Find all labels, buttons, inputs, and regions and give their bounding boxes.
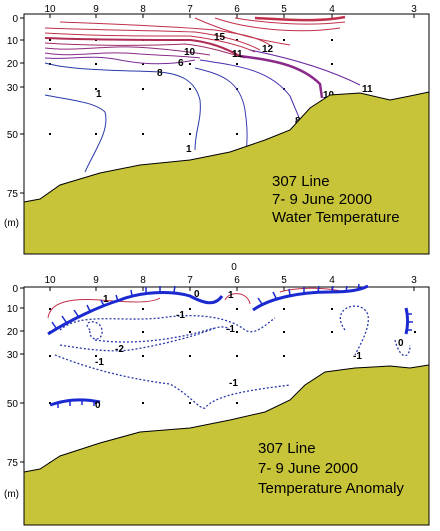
- contour-label: 6: [178, 58, 184, 69]
- depth-label: 50: [7, 399, 19, 410]
- station-label: 10: [44, 4, 56, 15]
- bottom-title-line2: 7- 9 June 2000: [258, 460, 358, 477]
- contour-label: -1: [95, 357, 104, 368]
- contour-label: 8: [157, 68, 163, 79]
- contour-label: 1: [96, 89, 102, 100]
- station-label: 5: [281, 275, 287, 286]
- depth-label: 0: [12, 14, 18, 25]
- depth-label: 30: [7, 83, 19, 94]
- station-label: 6: [234, 4, 240, 15]
- contour-label: 12: [262, 44, 274, 55]
- contour-label: 10: [184, 47, 196, 58]
- depth-label: 75: [7, 458, 19, 469]
- station-label: 3: [411, 4, 417, 15]
- depth-label: 10: [7, 304, 19, 315]
- station-label: 9: [93, 275, 99, 286]
- station-label: 8: [140, 4, 146, 15]
- station-label: 10: [44, 275, 56, 286]
- station-label: 7: [187, 275, 193, 286]
- contour-label: 15: [214, 32, 226, 43]
- contour-label: 1: [103, 294, 109, 305]
- contour-label: 0: [95, 400, 101, 411]
- bottom-zero-hatches: [51, 283, 413, 408]
- station-label: 4: [329, 275, 335, 286]
- top-title-line3: Water Temperature: [272, 209, 400, 226]
- top-seafloor: [23, 91, 430, 255]
- depth-unit: (m): [4, 218, 19, 229]
- top-ticks: [20, 14, 415, 194]
- bottom-cold-contours: [54, 305, 411, 409]
- contour-label: 1: [228, 290, 234, 301]
- contour-label: -1: [226, 324, 235, 335]
- contour-label: 0: [398, 338, 404, 349]
- depth-label: 50: [7, 130, 19, 141]
- bottom-title-line1: 307 Line: [258, 440, 316, 457]
- depth-label: 0: [12, 284, 18, 295]
- top-title-line2: 7- 9 June 2000: [272, 191, 372, 208]
- depth-label: 75: [7, 189, 19, 200]
- contour-label: -1: [229, 378, 238, 389]
- station-label: 9: [93, 4, 99, 15]
- station-label: 4: [329, 4, 335, 15]
- extra-station-label: 0: [231, 262, 237, 273]
- bottom-seafloor: [23, 364, 430, 526]
- contour-label: 0: [194, 289, 200, 300]
- contour-label: 11: [362, 84, 373, 95]
- station-label: 3: [411, 275, 417, 286]
- top-title-line1: 307 Line: [272, 173, 330, 190]
- contour-label: -1: [176, 310, 185, 321]
- bottom-zero-contours: [47, 284, 409, 407]
- bottom-title-line3: Temperature Anomaly: [258, 480, 404, 497]
- station-label: 7: [187, 4, 193, 15]
- depth-label: 30: [7, 350, 19, 361]
- station-label: 5: [281, 4, 287, 15]
- depth-label: 20: [7, 59, 19, 70]
- contour-label: -1: [353, 351, 362, 362]
- contour-label: 1: [186, 144, 192, 155]
- depth-label: 10: [7, 36, 19, 47]
- station-label: 6: [234, 275, 240, 286]
- depth-label: 20: [7, 327, 19, 338]
- top-panel: 10 9 8 7 6 5 4 3 0 10 20 30 50 75 (m): [4, 4, 430, 255]
- contour-label: -2: [115, 344, 124, 355]
- station-label: 8: [140, 275, 146, 286]
- depth-unit: (m): [4, 489, 19, 500]
- top-contours: [44, 15, 361, 173]
- bottom-panel: 0 10 9 8 7 6 5 4 3 0 10 20 30 50 75 (m): [4, 262, 430, 526]
- contour-label: 11: [232, 49, 243, 60]
